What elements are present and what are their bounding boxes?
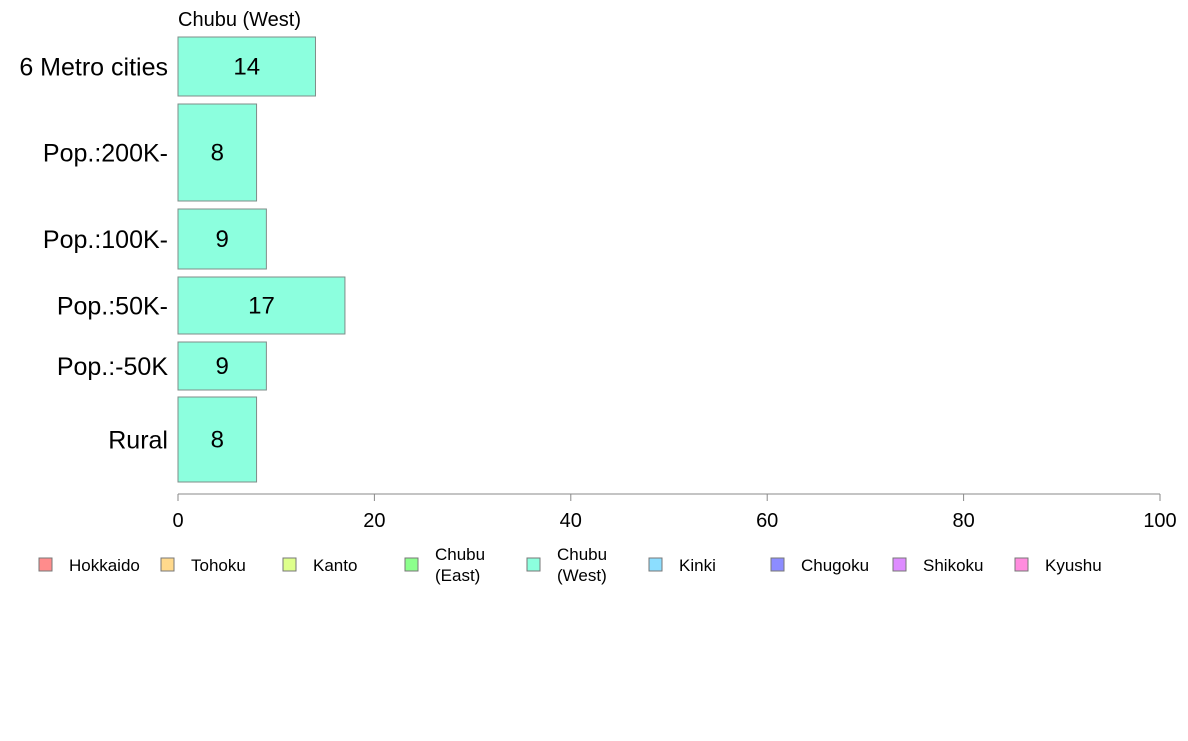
legend-swatch: [648, 557, 663, 572]
x-tick-label: 40: [560, 510, 582, 532]
legend: Hokkaido Tohoku Kanto Chubu (East) Chubu (West…: [38, 545, 1102, 585]
bar-value-label: 14: [233, 54, 260, 81]
category-label: Pop.:-50K: [57, 353, 169, 381]
bar: [177, 341, 267, 391]
bar-value-label: 9: [216, 353, 229, 380]
legend-swatch: [404, 557, 419, 572]
legend-label: Kyushu: [1045, 556, 1102, 575]
bar-value-label: 17: [248, 293, 275, 320]
legend-swatch: [1014, 557, 1029, 572]
category-label: Rural: [108, 427, 168, 455]
category-label: Pop.:100K-: [43, 226, 168, 254]
legend-label: Chugoku: [801, 556, 869, 575]
legend-swatch: [160, 557, 175, 572]
x-tick-label: 0: [172, 510, 183, 532]
bar: [177, 208, 267, 270]
legend-label: Kanto: [313, 556, 357, 575]
x-tick-label: 20: [363, 510, 385, 532]
legend-label: Chubu (East): [435, 545, 485, 585]
legend-swatch: [38, 557, 53, 572]
x-tick-label: 80: [952, 510, 974, 532]
x-tick-label: 60: [756, 510, 778, 532]
legend-swatch: [526, 557, 541, 572]
category-label: Pop.:50K-: [57, 293, 168, 321]
legend-label: Kinki: [679, 556, 716, 575]
chart-title: Chubu (West): [178, 9, 301, 31]
bar: [177, 396, 258, 483]
bar-value-label: 8: [211, 427, 224, 454]
category-label: Pop.:200K-: [43, 140, 168, 168]
category-label: 6 Metro cities: [19, 54, 168, 82]
legend-swatch: [892, 557, 907, 572]
legend-label: Tohoku: [191, 556, 246, 575]
bar: [177, 103, 258, 202]
bar-value-label: 8: [211, 140, 224, 167]
legend-swatch: [770, 557, 785, 572]
bars-group: 14 6 Metro cities 8 Pop.:200K- 9 Pop.:100K- 17…: [19, 36, 346, 483]
x-tick-label: 100: [1143, 510, 1176, 532]
bar-value-label: 9: [216, 226, 229, 253]
legend-label: Hokkaido: [69, 556, 140, 575]
legend-label: Chubu (West): [557, 545, 607, 585]
bar: [177, 276, 346, 335]
bar: [177, 36, 316, 97]
x-axis: 0 20 40 60 80 100: [172, 493, 1177, 532]
legend-swatch: [282, 557, 297, 572]
legend-label: Shikoku: [923, 556, 983, 575]
